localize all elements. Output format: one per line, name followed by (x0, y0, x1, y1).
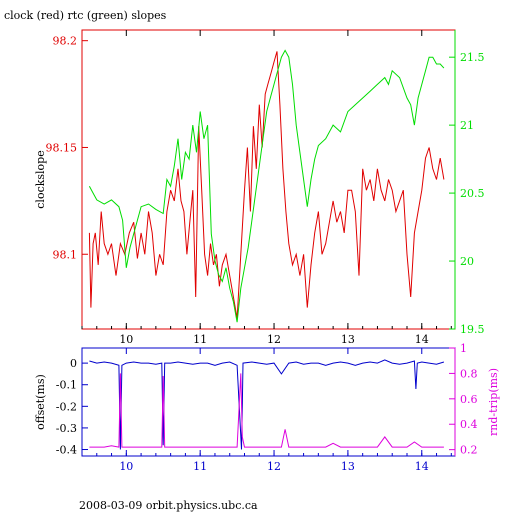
x-tick-label: 14 (415, 460, 429, 473)
x-tick-label: 11 (193, 333, 207, 346)
x-tick-label: 13 (341, 333, 355, 346)
slope-plot: 10 11 12 13 14 98.1 98.15 98.2 19.5 20 20.5 21 21.5 c… (34, 29, 485, 346)
x-tick-label: 10 (119, 460, 133, 473)
x-tick-label: 12 (267, 460, 281, 473)
y-tick-label: -0.2 (56, 400, 77, 413)
series-line-rtc (88, 49, 445, 323)
offset-plot: 10 11 12 13 14 0 -0.1 -0.2 -0.3 -0.4 0.2 0.4 0.6 0.8 1… (34, 342, 500, 473)
y-tick-label: 98.15 (46, 141, 78, 154)
chart-title: clock (red) rtc (green) slopes (4, 9, 167, 22)
y2-axis-label: rnd-trip(ms) (487, 368, 500, 436)
x-tick-label: 11 (193, 460, 207, 473)
y-axis-label: offset(ms) (34, 374, 47, 430)
y-tick-label: -0.4 (56, 444, 77, 457)
y-tick-label: -0.3 (56, 422, 77, 435)
x-tick-label: 14 (415, 333, 429, 346)
x-tick-label: 10 (119, 333, 133, 346)
y-axis-label: clockslope (34, 150, 47, 208)
y2-tick-label: 21 (460, 119, 474, 132)
x-tick-label: 13 (341, 460, 355, 473)
y2-tick-label: 0.6 (460, 393, 478, 406)
y2-tick-label: 19.5 (460, 323, 485, 336)
series-line-offset (89, 359, 445, 450)
y2-tick-label: 20 (460, 255, 474, 268)
y-tick-label: 0 (70, 357, 77, 370)
plot-frame (81, 29, 456, 330)
y-tick-label: -0.1 (56, 379, 77, 392)
x-tick-label: 12 (267, 333, 281, 346)
series-line-rnd-trip (89, 373, 444, 448)
y2-tick-label: 0.2 (460, 444, 478, 457)
y2-tick-label: 20.5 (460, 187, 485, 200)
y2-tick-label: 0.4 (460, 418, 478, 431)
footer-label: 2008-03-09 orbit.physics.ubc.ca (79, 499, 258, 512)
y-tick-label: 98.2 (53, 35, 78, 48)
series-line-clock (88, 51, 445, 319)
y2-tick-label: 0.8 (460, 367, 478, 380)
y2-tick-label: 21.5 (460, 51, 485, 64)
y2-tick-label: 1 (460, 342, 467, 355)
y-tick-label: 98.1 (53, 248, 78, 261)
